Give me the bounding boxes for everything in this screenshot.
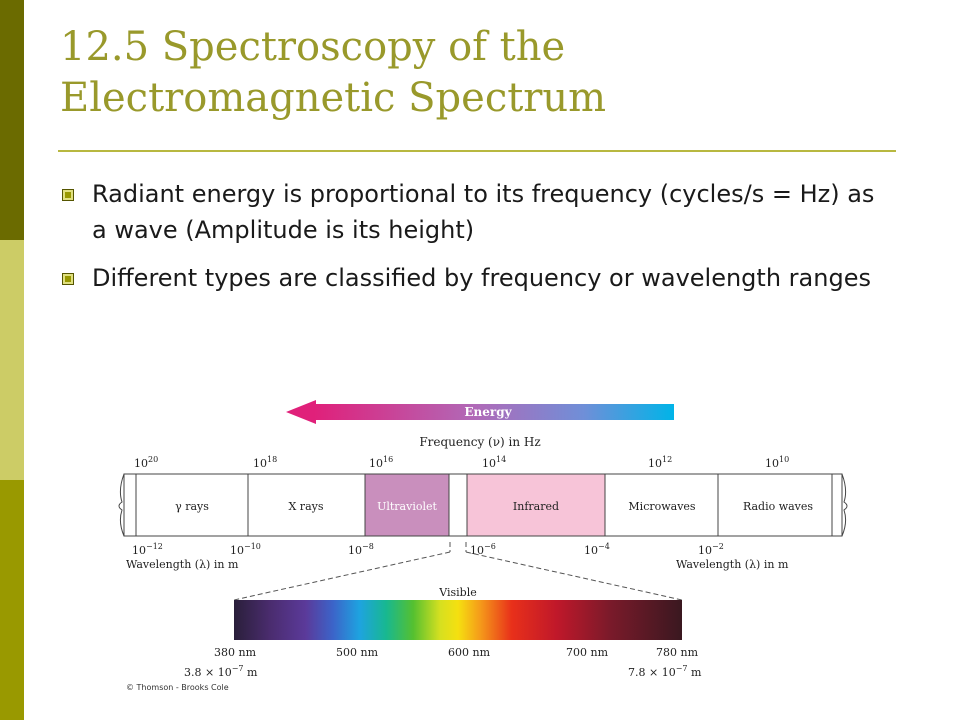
- energy-arrow: Energy: [286, 400, 674, 424]
- energy-arrow-shaft: [314, 404, 674, 420]
- bullet-item: Radiant energy is proportional to its fr…: [56, 176, 876, 248]
- title-divider: [58, 150, 896, 152]
- frequency-tick: 1016: [369, 455, 393, 470]
- band-label-radio: Radio waves: [743, 500, 813, 513]
- infrared-cell: [466, 473, 606, 537]
- band-label-infrared: Infrared: [513, 500, 559, 513]
- wavelength-tick: 10−6: [470, 542, 496, 557]
- ultraviolet-cell: [364, 473, 450, 537]
- energy-label: Energy: [464, 405, 512, 419]
- title-line-2: Electromagnetic Spectrum: [60, 75, 607, 121]
- title-line-1: 12.5 Spectroscopy of the: [60, 24, 566, 70]
- square-bullet-icon: [62, 273, 74, 285]
- visible-max-wavelength: 7.8 × 10−7 m: [628, 664, 702, 679]
- nm-tick: 600 nm: [448, 646, 491, 659]
- wavelength-tick: 10−4: [584, 542, 610, 557]
- sidebar-block-light: [0, 240, 24, 480]
- nm-tick: 380 nm: [214, 646, 257, 659]
- band-label-gamma: γ rays: [175, 500, 209, 513]
- slide-title: 12.5 Spectroscopy of the Electromagnetic…: [60, 22, 920, 124]
- wavelength-tick: 10−10: [230, 542, 261, 557]
- bullet-text: Radiant energy is proportional to its fr…: [92, 180, 875, 244]
- band-table: γ rays X rays Ultraviolet Infrared Micro…: [118, 473, 848, 537]
- bullet-list: Radiant energy is proportional to its fr…: [56, 176, 876, 308]
- band-label-microwaves: Microwaves: [628, 500, 696, 513]
- frequency-tick: 1014: [482, 455, 506, 470]
- nm-tick: 780 nm: [656, 646, 699, 659]
- nm-tick: 500 nm: [336, 646, 379, 659]
- band-label-xrays: X rays: [288, 500, 323, 513]
- bullet-item: Different types are classified by freque…: [56, 260, 876, 296]
- frequency-axis-label: Frequency (ν) in Hz: [419, 435, 540, 449]
- wavelength-label-left: Wavelength (λ) in m: [126, 558, 239, 571]
- visible-label: Visible: [438, 586, 477, 599]
- em-spectrum-figure: Energy Frequency (ν) in Hz 1020 1018 101…: [118, 400, 848, 692]
- sidebar-block-dark: [0, 0, 24, 240]
- sidebar-decoration: [0, 0, 24, 720]
- nm-tick: 700 nm: [566, 646, 609, 659]
- wavelength-tick: 10−8: [348, 542, 374, 557]
- wavelength-tick: 10−12: [132, 542, 163, 557]
- frequency-tick: 1012: [648, 455, 672, 470]
- band-label-ultraviolet: Ultraviolet: [377, 500, 437, 513]
- bullet-text: Different types are classified by freque…: [92, 264, 871, 292]
- wavelength-tick: 10−2: [698, 542, 724, 557]
- frequency-tick: 1010: [765, 455, 789, 470]
- energy-arrow-head: [286, 400, 316, 424]
- right-brace: [841, 473, 848, 537]
- frequency-tick: 1018: [253, 455, 277, 470]
- frequency-tick: 1020: [134, 455, 158, 470]
- left-brace: [118, 473, 125, 537]
- sidebar-block-mid: [0, 480, 24, 720]
- copyright-text: © Thomson - Brooks Cole: [126, 683, 229, 692]
- wavelength-label-right: Wavelength (λ) in m: [676, 558, 789, 571]
- zoom-lines: [233, 542, 683, 601]
- visible-spectrum-bar: [234, 600, 682, 640]
- square-bullet-icon: [62, 189, 74, 201]
- visible-min-wavelength: 3.8 × 10−7 m: [184, 664, 258, 679]
